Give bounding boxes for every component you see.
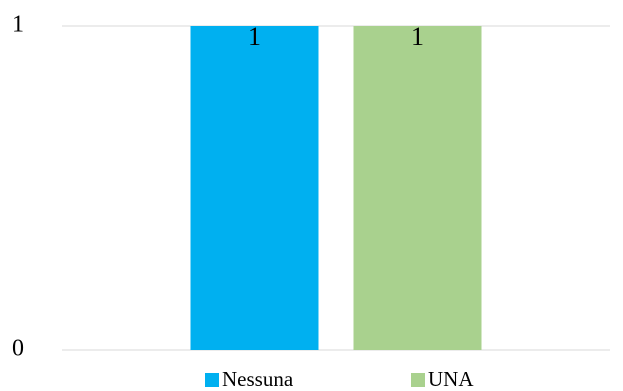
- legend-label: Nessuna: [222, 367, 294, 391]
- y-tick-label: 1: [12, 12, 24, 38]
- y-tick-label: 0: [12, 336, 24, 362]
- data-label: 1: [411, 22, 424, 51]
- bar: [353, 26, 482, 350]
- legend-label: UNA: [428, 367, 474, 391]
- bar: [190, 26, 319, 350]
- legend-swatch: [411, 373, 425, 387]
- data-label: 1: [248, 22, 261, 51]
- legend-swatch: [205, 373, 219, 387]
